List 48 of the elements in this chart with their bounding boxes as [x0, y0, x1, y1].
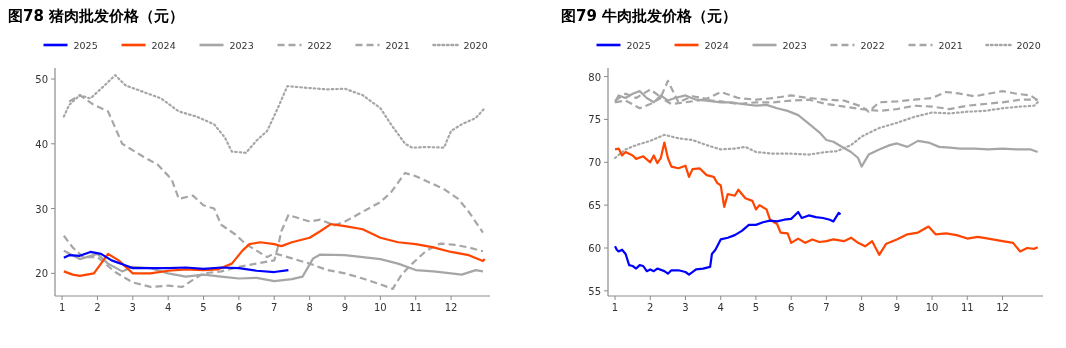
x-tick-label: 2: [647, 302, 654, 313]
x-tick-label: 2: [94, 302, 101, 313]
y-tick-label: 70: [588, 157, 601, 169]
x-tick-label: 8: [306, 302, 313, 313]
x-tick-label: 11: [960, 302, 974, 313]
x-tick-label: 3: [682, 302, 689, 313]
legend-label: 2022: [860, 39, 885, 51]
y-tick-label: 60: [588, 243, 601, 254]
x-tick-label: 12: [444, 302, 458, 313]
x-tick-label: 8: [858, 302, 865, 313]
y-tick-label: 65: [588, 200, 601, 212]
x-tick-label: 4: [717, 302, 724, 313]
legend-label: 2023: [229, 39, 254, 51]
y-tick-label: 20: [35, 268, 48, 280]
x-tick-label: 11: [409, 302, 423, 313]
legend-label: 2024: [704, 39, 729, 51]
y-tick-label: 75: [588, 114, 601, 126]
legend-label: 2020: [1016, 39, 1041, 51]
x-tick-label: 12: [996, 302, 1009, 313]
legend-label: 2020: [463, 39, 488, 51]
x-tick-label: 5: [752, 302, 760, 313]
legend-label: 2023: [782, 39, 807, 51]
x-tick-label: 3: [129, 302, 136, 313]
x-tick-label: 7: [823, 302, 830, 313]
x-tick-label: 4: [164, 302, 172, 313]
x-tick-label: 9: [341, 302, 349, 313]
chart-title: 图78 猪肉批发价格（元）: [8, 7, 185, 25]
x-tick-label: 1: [58, 302, 66, 313]
x-tick-label: 9: [893, 302, 901, 313]
legend-label: 2025: [626, 39, 651, 51]
chart-title: 图79 牛肉批发价格（元）: [561, 7, 738, 25]
legend-label: 2025: [73, 39, 98, 51]
y-tick-label: 55: [588, 285, 601, 297]
y-tick-label: 50: [35, 74, 48, 86]
y-tick-label: 30: [35, 203, 48, 215]
legend-label: 2022: [307, 39, 332, 51]
x-tick-label: 1: [611, 302, 619, 313]
x-tick-label: 7: [271, 302, 278, 313]
y-tick-label: 40: [35, 138, 48, 150]
legend-label: 2021: [385, 39, 410, 51]
x-tick-label: 10: [374, 302, 387, 313]
legend-label: 2021: [938, 39, 963, 51]
x-tick-label: 6: [235, 302, 243, 313]
y-tick-label: 80: [588, 71, 601, 83]
x-tick-label: 5: [200, 302, 207, 313]
legend-label: 2024: [151, 39, 176, 51]
x-tick-label: 10: [925, 302, 939, 313]
x-tick-label: 6: [787, 302, 795, 313]
